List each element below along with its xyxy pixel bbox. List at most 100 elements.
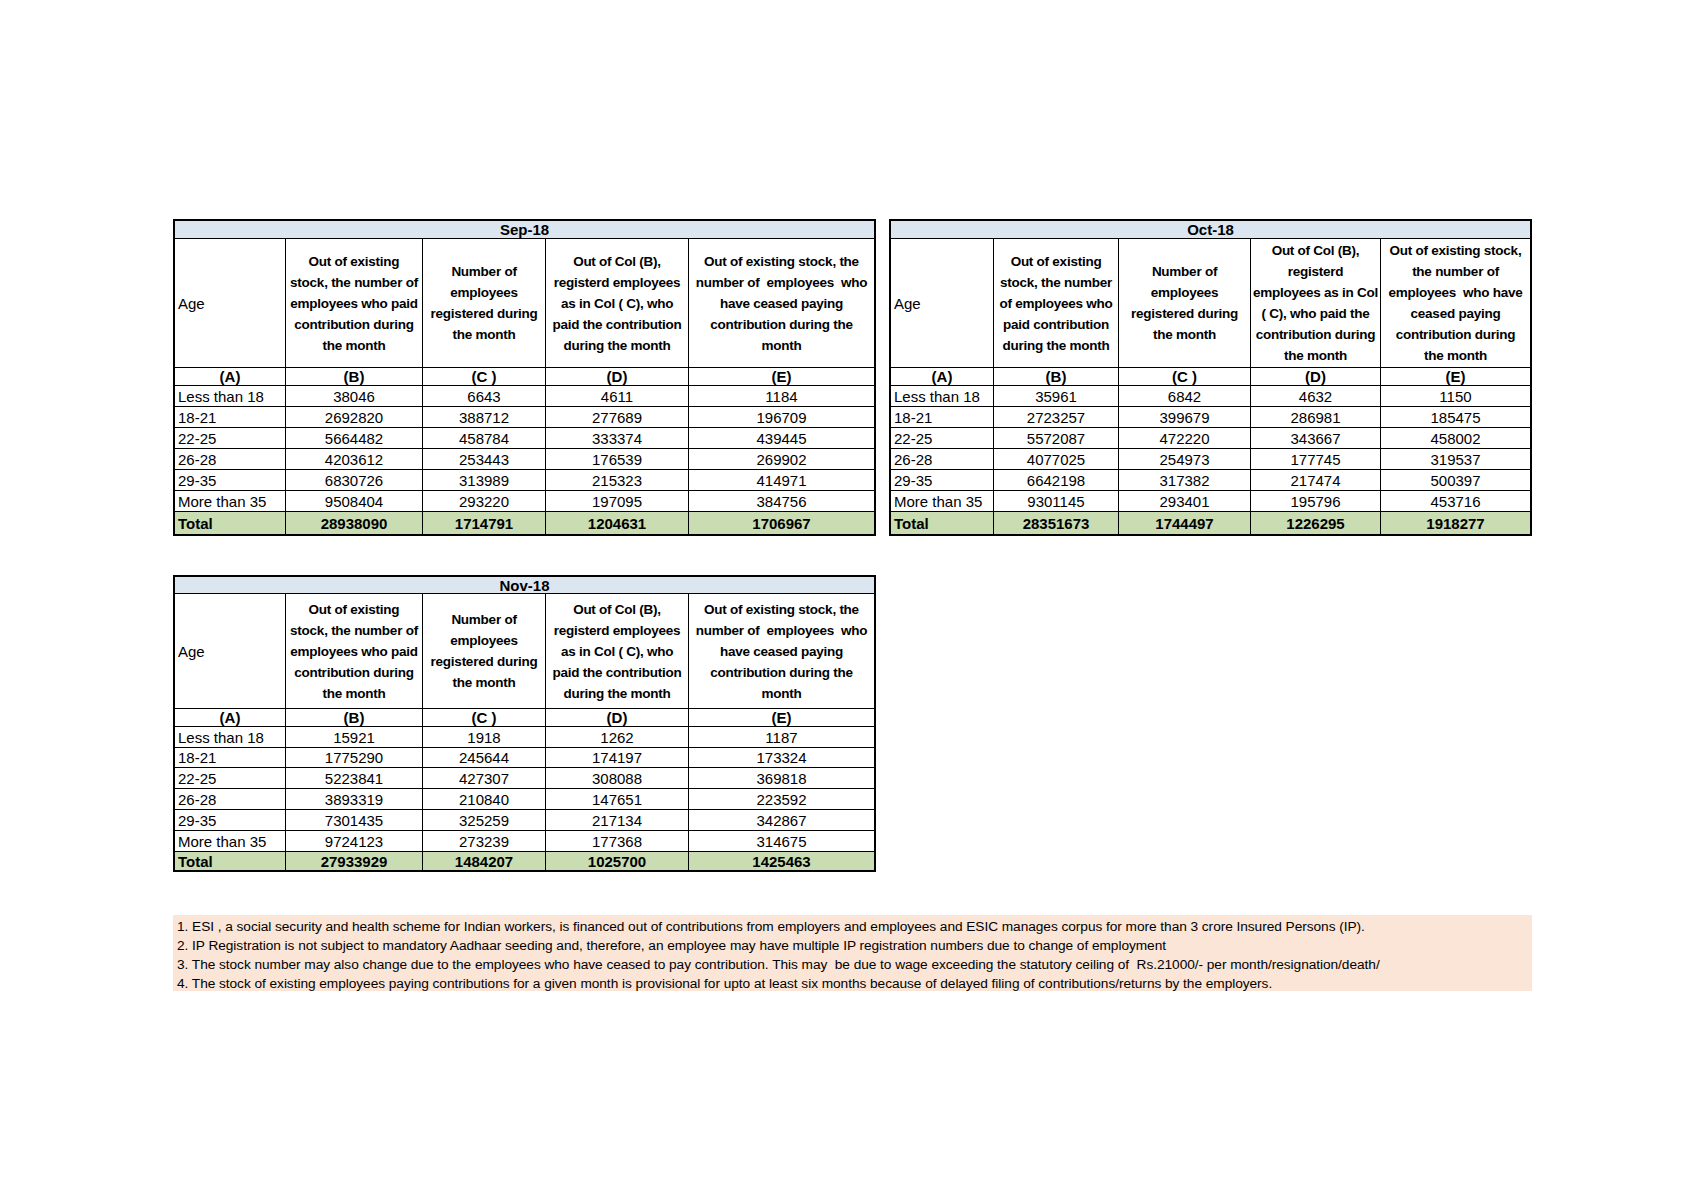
value-cell: 15921 <box>285 726 422 747</box>
age-group-label: 18-21 <box>175 747 285 767</box>
value-cell: 427307 <box>422 767 545 788</box>
column-header: Out of existing stock, the number of emp… <box>1380 238 1530 367</box>
value-cell: 6830726 <box>285 469 422 490</box>
value-cell: 9301145 <box>993 490 1118 511</box>
value-cell: 3893319 <box>285 788 422 809</box>
total-value: 1714791 <box>422 511 545 534</box>
value-cell: 273239 <box>422 830 545 851</box>
value-cell: 369818 <box>688 767 874 788</box>
total-value: 1425463 <box>688 851 874 870</box>
value-cell: 293220 <box>422 490 545 511</box>
value-cell: 1262 <box>545 726 688 747</box>
value-cell: 319537 <box>1380 448 1530 469</box>
total-value: 1204631 <box>545 511 688 534</box>
column-header: Out of Col (B), registerd employees as i… <box>545 238 688 367</box>
column-header: Out of existing stock, the number of emp… <box>993 238 1118 367</box>
column-header: Number of employees registered during th… <box>422 593 545 708</box>
age-group-label: More than 35 <box>175 830 285 851</box>
age-group-label: 26-28 <box>175 448 285 469</box>
month-header: Nov-18 <box>175 577 874 593</box>
age-group-label: 22-25 <box>175 767 285 788</box>
value-cell: 6642198 <box>993 469 1118 490</box>
footnote: 3. The stock number may also change due … <box>177 955 1532 974</box>
value-cell: 1150 <box>1380 385 1530 406</box>
value-cell: 1187 <box>688 726 874 747</box>
column-letter: (A) <box>891 367 993 385</box>
value-cell: 7301435 <box>285 809 422 830</box>
value-cell: 458002 <box>1380 427 1530 448</box>
total-value: 1918277 <box>1380 511 1530 534</box>
total-value: 1484207 <box>422 851 545 870</box>
value-cell: 277689 <box>545 406 688 427</box>
age-group-label: More than 35 <box>891 490 993 511</box>
column-letter: (A) <box>175 367 285 385</box>
column-header: Out of existing stock, the number of emp… <box>285 593 422 708</box>
column-header: Out of Col (B), registerd employees as i… <box>545 593 688 708</box>
column-letter: (E) <box>1380 367 1530 385</box>
total-label: Total <box>891 511 993 534</box>
value-cell: 4077025 <box>993 448 1118 469</box>
age-group-label: Less than 18 <box>175 726 285 747</box>
value-cell: 35961 <box>993 385 1118 406</box>
age-group-label: 22-25 <box>891 427 993 448</box>
column-letter: (B) <box>993 367 1118 385</box>
value-cell: 333374 <box>545 427 688 448</box>
value-cell: 2723257 <box>993 406 1118 427</box>
age-group-label: 22-25 <box>175 427 285 448</box>
total-label: Total <box>175 511 285 534</box>
value-cell: 414971 <box>688 469 874 490</box>
footnote: 4. The stock of existing employees payin… <box>177 974 1532 993</box>
value-cell: 4203612 <box>285 448 422 469</box>
oct-18-table: Oct-18AgeOut of existing stock, the numb… <box>889 219 1532 536</box>
column-letter: (D) <box>545 367 688 385</box>
value-cell: 5223841 <box>285 767 422 788</box>
value-cell: 210840 <box>422 788 545 809</box>
value-cell: 388712 <box>422 406 545 427</box>
value-cell: 313989 <box>422 469 545 490</box>
value-cell: 4632 <box>1250 385 1380 406</box>
month-header: Oct-18 <box>891 221 1530 238</box>
value-cell: 254973 <box>1118 448 1250 469</box>
value-cell: 185475 <box>1380 406 1530 427</box>
value-cell: 293401 <box>1118 490 1250 511</box>
value-cell: 9724123 <box>285 830 422 851</box>
value-cell: 458784 <box>422 427 545 448</box>
footnote: 1. ESI , a social security and health sc… <box>177 917 1532 936</box>
nov-18-table: Nov-18AgeOut of existing stock, the numb… <box>173 575 876 872</box>
total-value: 1706967 <box>688 511 874 534</box>
value-cell: 217134 <box>545 809 688 830</box>
value-cell: 6643 <box>422 385 545 406</box>
value-cell: 308088 <box>545 767 688 788</box>
value-cell: 177368 <box>545 830 688 851</box>
value-cell: 197095 <box>545 490 688 511</box>
column-header: Age <box>175 238 285 367</box>
column-header: Out of Col (B), registerd employees as i… <box>1250 238 1380 367</box>
value-cell: 384756 <box>688 490 874 511</box>
age-group-label: 29-35 <box>175 469 285 490</box>
value-cell: 38046 <box>285 385 422 406</box>
value-cell: 5572087 <box>993 427 1118 448</box>
value-cell: 245644 <box>422 747 545 767</box>
value-cell: 217474 <box>1250 469 1380 490</box>
value-cell: 176539 <box>545 448 688 469</box>
value-cell: 9508404 <box>285 490 422 511</box>
value-cell: 439445 <box>688 427 874 448</box>
value-cell: 4611 <box>545 385 688 406</box>
total-value: 28938090 <box>285 511 422 534</box>
column-letter: (E) <box>688 367 874 385</box>
sep-18-table: Sep-18AgeOut of existing stock, the numb… <box>173 219 876 536</box>
total-value: 1744497 <box>1118 511 1250 534</box>
value-cell: 173324 <box>688 747 874 767</box>
value-cell: 453716 <box>1380 490 1530 511</box>
column-header: Number of employees registered during th… <box>1118 238 1250 367</box>
value-cell: 1184 <box>688 385 874 406</box>
value-cell: 5664482 <box>285 427 422 448</box>
column-letter: (A) <box>175 708 285 726</box>
value-cell: 177745 <box>1250 448 1380 469</box>
column-header: Out of existing stock, the number of emp… <box>688 593 874 708</box>
column-letter: (E) <box>688 708 874 726</box>
column-letter: (B) <box>285 708 422 726</box>
total-value: 1226295 <box>1250 511 1380 534</box>
value-cell: 317382 <box>1118 469 1250 490</box>
column-header: Out of existing stock, the number of emp… <box>688 238 874 367</box>
